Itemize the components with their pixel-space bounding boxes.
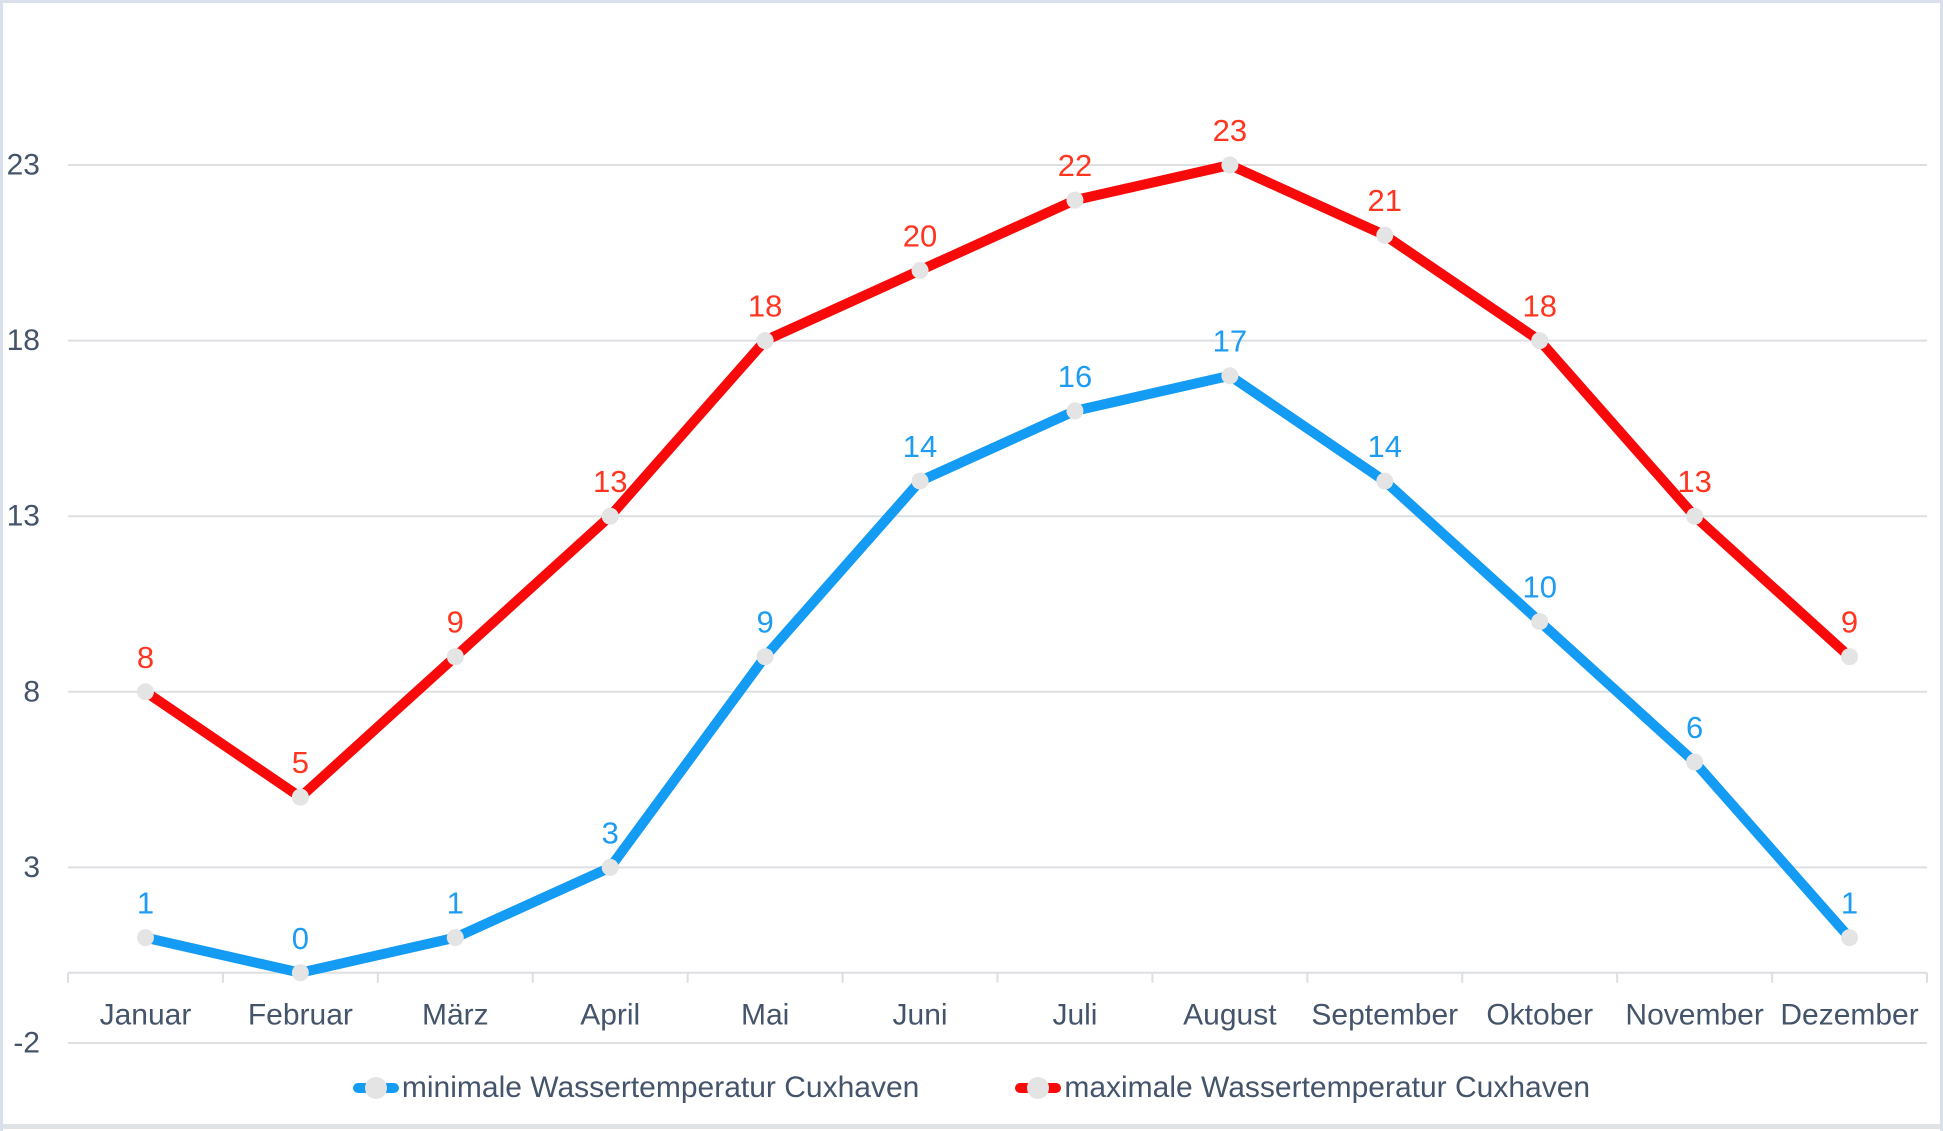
data-point-marker [1221,367,1239,385]
data-point-label: 6 [1686,710,1703,745]
data-point-label: 17 [1213,324,1247,359]
data-point-marker [1531,332,1549,350]
data-point-label: 18 [748,289,782,324]
data-point-label: 18 [1522,289,1556,324]
data-point-marker [1221,156,1239,174]
x-axis-label: Juni [893,999,948,1032]
x-axis-label: Februar [248,999,353,1032]
y-axis-tick-label: 23 [7,149,40,182]
data-point-marker [1066,402,1084,420]
x-axis-label: Januar [100,999,192,1032]
y-axis-tick-label: 18 [7,324,40,357]
data-point-marker [1686,507,1704,525]
data-point-label: 22 [1058,148,1092,183]
data-point-label: 16 [1058,359,1092,394]
x-axis-label: Oktober [1486,999,1593,1032]
legend-label-minimale: minimale Wassertemperatur Cuxhaven [401,1071,920,1104]
data-point-label: 14 [903,429,937,464]
data-point-label: 20 [903,218,937,253]
data-point-label: 9 [757,605,774,640]
data-point-label: 5 [292,745,309,780]
x-axis-label: Mai [741,999,789,1032]
data-point-marker [601,858,619,876]
y-axis-tick-label: 8 [23,675,40,708]
y-axis-tick-label: 13 [7,500,40,533]
data-point-marker [291,788,309,806]
y-axis-tick-label: 3 [23,851,40,884]
series-line [140,370,1855,978]
data-point-marker [1531,613,1549,631]
x-axis-label: September [1311,999,1458,1032]
legend-line-marker-icon [352,1077,399,1099]
chart-legend: minimale Wassertemperatur Cuxhaven maxim… [3,1071,1940,1105]
x-axis-label: April [580,999,640,1032]
x-axis-label: März [422,999,489,1032]
data-point-marker [601,507,619,525]
data-point-label: 13 [1677,464,1711,499]
data-point-marker [756,332,774,350]
data-point-marker [1066,191,1084,209]
data-point-marker [291,964,309,982]
legend-dot-icon [1027,1077,1050,1099]
data-point-marker [911,261,929,279]
data-point-label: 8 [137,640,154,675]
x-axis-label: Dezember [1780,999,1918,1032]
legend-label-maximale: maximale Wassertemperatur Cuxhaven [1064,1071,1591,1104]
x-axis-label: August [1183,999,1277,1032]
data-point-marker [1841,929,1859,947]
data-point-marker [136,929,154,947]
data-point-label: 10 [1522,570,1556,605]
data-point-marker [446,648,464,666]
data-point-marker [1686,753,1704,771]
legend-item-minimale[interactable]: minimale Wassertemperatur Cuxhaven [352,1071,920,1105]
data-point-marker [136,683,154,701]
legend-dot-icon [364,1077,387,1099]
data-point-label: 1 [137,886,154,921]
data-point-label: 23 [1213,113,1247,148]
y-axis-tick-label: -2 [13,1027,40,1060]
data-point-label: 14 [1368,429,1402,464]
data-point-marker [446,929,464,947]
data-point-label: 1 [447,886,464,921]
data-point-marker [756,648,774,666]
legend-line-marker-icon [1015,1077,1062,1099]
data-point-label: 13 [593,464,627,499]
data-point-marker [1376,472,1394,490]
series-line [140,160,1855,803]
legend-item-maximale[interactable]: maximale Wassertemperatur Cuxhaven [1015,1071,1590,1105]
data-point-marker [1841,648,1859,666]
data-point-label: 0 [292,921,309,956]
data-point-label: 9 [1841,605,1858,640]
data-point-label: 3 [602,815,619,850]
bottom-divider [3,1124,1940,1129]
data-point-label: 9 [447,605,464,640]
data-point-label: 21 [1368,183,1402,218]
data-point-marker [1376,226,1394,244]
data-point-marker [911,472,929,490]
x-axis-label: November [1625,999,1763,1032]
data-point-label: 1 [1841,886,1858,921]
x-axis-label: Juli [1052,999,1097,1032]
